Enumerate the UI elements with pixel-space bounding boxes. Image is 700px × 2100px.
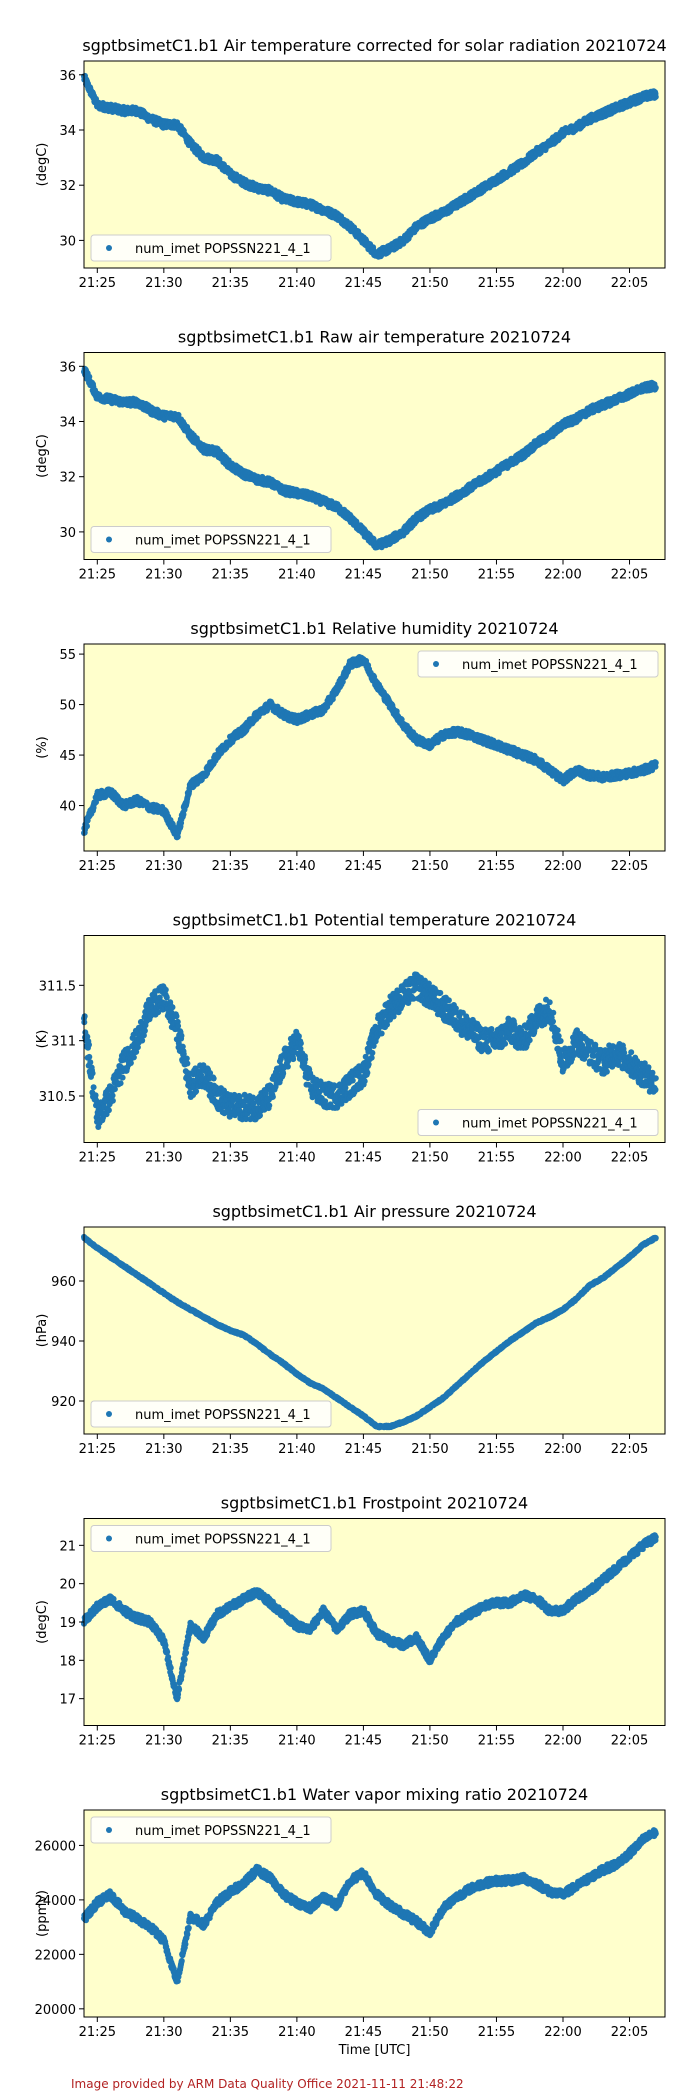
x-tick-label: 21:35: [212, 568, 249, 583]
x-tick-label: 21:45: [345, 568, 382, 583]
x-tick-label: 21:30: [145, 276, 182, 291]
x-tick-label: 21:25: [79, 276, 116, 291]
x-tick-label: 21:50: [411, 276, 448, 291]
x-tick-label: 21:25: [79, 568, 116, 583]
chart-title: sgptbsimetC1.b1 Relative humidity 202107…: [190, 619, 558, 638]
y-axis-label: (degC): [35, 434, 50, 478]
y-tick-label: 30: [59, 526, 76, 541]
y-axis-label: (degC): [35, 143, 50, 187]
x-tick-label: 21:55: [478, 276, 515, 291]
chart-title: sgptbsimetC1.b1 Raw air temperature 2021…: [178, 328, 571, 347]
series-points: [81, 72, 659, 260]
x-tick-label: 22:00: [544, 276, 581, 291]
x-tick-label: 21:40: [278, 276, 315, 291]
x-tick-label: 21:55: [478, 568, 515, 583]
x-tick-label: 21:45: [345, 276, 382, 291]
chart-title: sgptbsimetC1.b1 Air temperature correcte…: [82, 36, 666, 55]
legend-marker: [106, 536, 112, 543]
y-tick-label: 32: [59, 179, 76, 194]
x-tick-label: 21:35: [212, 276, 249, 291]
legend-marker: [106, 245, 112, 251]
x-tick-label: 22:05: [611, 276, 648, 291]
x-tick-label: 22:05: [611, 568, 648, 583]
legend-label: num_imet POPSSN221_4_1: [135, 242, 311, 257]
data-point: [84, 823, 90, 830]
x-tick-label: 21:40: [278, 568, 315, 583]
data-point: [652, 93, 659, 100]
y-tick-label: 36: [59, 360, 76, 375]
x-tick-label: 21:50: [411, 568, 448, 583]
y-tick-label: 30: [59, 234, 76, 249]
y-tick-label: 36: [59, 69, 76, 84]
x-tick-label: 21:30: [145, 568, 182, 583]
x-tick-label: 22:00: [544, 568, 581, 583]
plot-area: [84, 61, 665, 268]
legend-label: num_imet POPSSN221_4_1: [135, 534, 311, 549]
y-tick-label: 32: [59, 471, 76, 486]
data-point: [652, 384, 659, 391]
y-tick-label: 34: [59, 416, 76, 431]
y-tick-label: 34: [59, 124, 76, 139]
